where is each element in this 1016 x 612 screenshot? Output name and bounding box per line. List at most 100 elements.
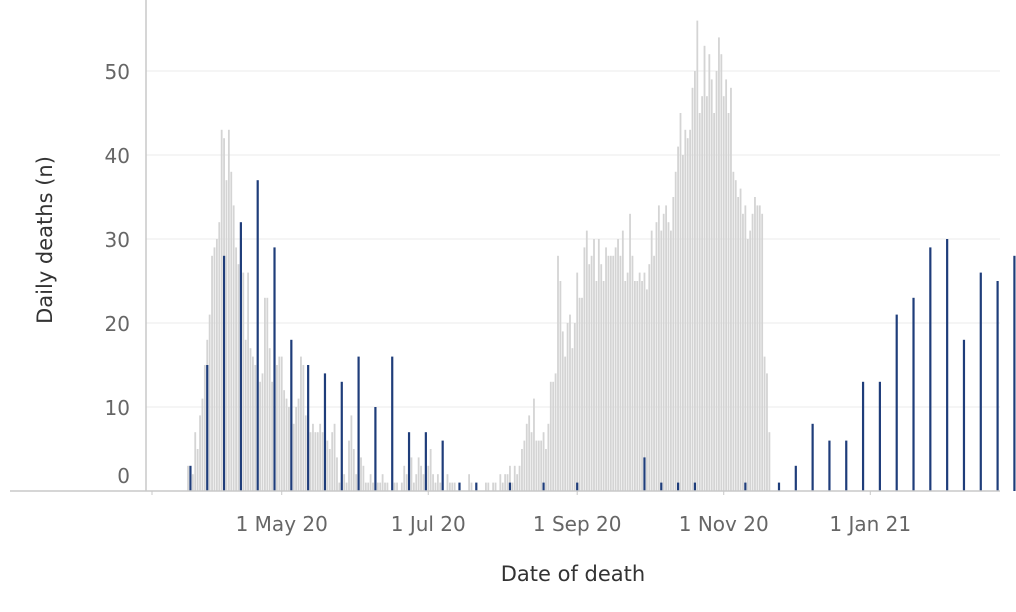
daily-bar xyxy=(314,432,317,491)
weekly-highlight-bar xyxy=(576,482,579,491)
weekly-highlight-bar xyxy=(912,297,915,491)
daily-bar xyxy=(751,213,754,492)
weekly-highlight-bar xyxy=(996,281,999,491)
weekly-highlight-bar xyxy=(895,314,898,491)
daily-bar xyxy=(264,297,266,491)
daily-bar xyxy=(686,138,689,491)
daily-bar xyxy=(249,348,252,491)
daily-bar xyxy=(309,432,312,491)
daily-bar xyxy=(345,482,348,491)
daily-bar xyxy=(276,365,278,491)
daily-bar xyxy=(605,247,607,491)
weekly-highlight-bar xyxy=(811,423,814,491)
daily-bar xyxy=(393,482,396,491)
weekly-highlight-bar xyxy=(374,407,377,491)
y-tick-label: 30 xyxy=(105,228,130,252)
daily-bar xyxy=(672,197,675,491)
daily-bar xyxy=(662,213,665,492)
daily-bar xyxy=(739,188,742,491)
daily-bar xyxy=(254,365,257,491)
daily-bar xyxy=(653,255,655,491)
weekly-highlight-bar xyxy=(189,465,192,491)
daily-bar xyxy=(432,474,434,491)
daily-bar xyxy=(746,239,749,491)
daily-bar xyxy=(364,482,367,491)
daily-bar xyxy=(232,205,235,491)
daily-bar xyxy=(348,440,350,491)
daily-bar xyxy=(513,465,516,491)
weekly-highlight-bar xyxy=(878,381,881,491)
daily-bar xyxy=(679,113,682,491)
daily-bar xyxy=(691,87,694,492)
daily-bar xyxy=(412,482,415,491)
weekly-highlight-bar xyxy=(424,432,427,491)
daily-bar xyxy=(485,482,487,491)
daily-bar xyxy=(633,281,636,491)
daily-bar xyxy=(542,432,545,491)
daily-bar xyxy=(379,482,382,491)
daily-bar xyxy=(268,348,271,491)
daily-bar xyxy=(624,281,627,491)
daily-bar xyxy=(384,482,386,491)
daily-bar xyxy=(381,474,384,491)
daily-bar xyxy=(211,255,213,491)
y-tick-label: 40 xyxy=(105,144,130,168)
daily-bar xyxy=(576,272,579,491)
daily-bar xyxy=(448,482,451,491)
daily-bar xyxy=(636,281,639,491)
weekly-highlight-bar xyxy=(441,440,444,491)
daily-bar xyxy=(280,356,283,491)
daily-bar xyxy=(682,155,684,491)
daily-bar xyxy=(626,272,629,491)
daily-bar xyxy=(302,365,305,491)
daily-bar xyxy=(621,230,624,491)
daily-bar xyxy=(595,281,598,491)
daily-bar xyxy=(355,474,358,491)
daily-bar xyxy=(369,474,372,491)
daily-bar xyxy=(557,255,559,491)
weekly-highlight-bar xyxy=(676,482,680,491)
daily-bar xyxy=(242,272,245,491)
daily-bar xyxy=(230,171,233,492)
daily-bar xyxy=(766,373,768,491)
daily-bar xyxy=(535,440,538,491)
daily-bar xyxy=(331,432,334,491)
daily-bar xyxy=(619,255,622,491)
daily-bar xyxy=(722,96,725,491)
daily-bar xyxy=(203,365,206,491)
daily-bar xyxy=(732,171,735,492)
daily-bar xyxy=(593,239,595,491)
weekly-highlight-bar xyxy=(307,365,310,491)
daily-bar xyxy=(220,129,223,492)
daily-bar xyxy=(492,482,495,491)
daily-bar xyxy=(372,482,374,491)
daily-bar xyxy=(400,482,403,491)
daily-bar xyxy=(600,264,603,491)
daily-bar xyxy=(386,482,389,491)
daily-bar xyxy=(602,281,605,491)
daily-bar xyxy=(516,474,519,491)
weekly-highlight-bar xyxy=(777,482,781,491)
weekly-highlight-bar xyxy=(929,247,932,491)
daily-bar xyxy=(552,381,555,491)
weekly-highlight-bar xyxy=(475,482,478,491)
daily-bar xyxy=(300,356,302,491)
x-tick-labels: 1 May 20 1 Jul 20 1 Sep 20 1 Nov 20 1 Jan 21 xyxy=(151,491,911,536)
daily-bar xyxy=(667,222,670,491)
daily-bar xyxy=(727,113,730,491)
daily-bar xyxy=(362,465,365,491)
daily-bar xyxy=(504,474,507,491)
daily-bar xyxy=(645,289,648,491)
daily-bar xyxy=(559,281,562,491)
daily-bar xyxy=(655,222,658,491)
daily-bar xyxy=(297,398,300,491)
daily-bar xyxy=(367,482,370,491)
daily-bar xyxy=(583,247,586,491)
daily-bar xyxy=(422,474,425,491)
y-tick-label: 0 xyxy=(117,464,130,488)
daily-bar xyxy=(718,37,720,492)
daily-bar xyxy=(338,482,341,491)
daily-bar xyxy=(360,457,362,491)
daily-bar xyxy=(528,415,531,491)
daily-bar xyxy=(754,197,756,491)
